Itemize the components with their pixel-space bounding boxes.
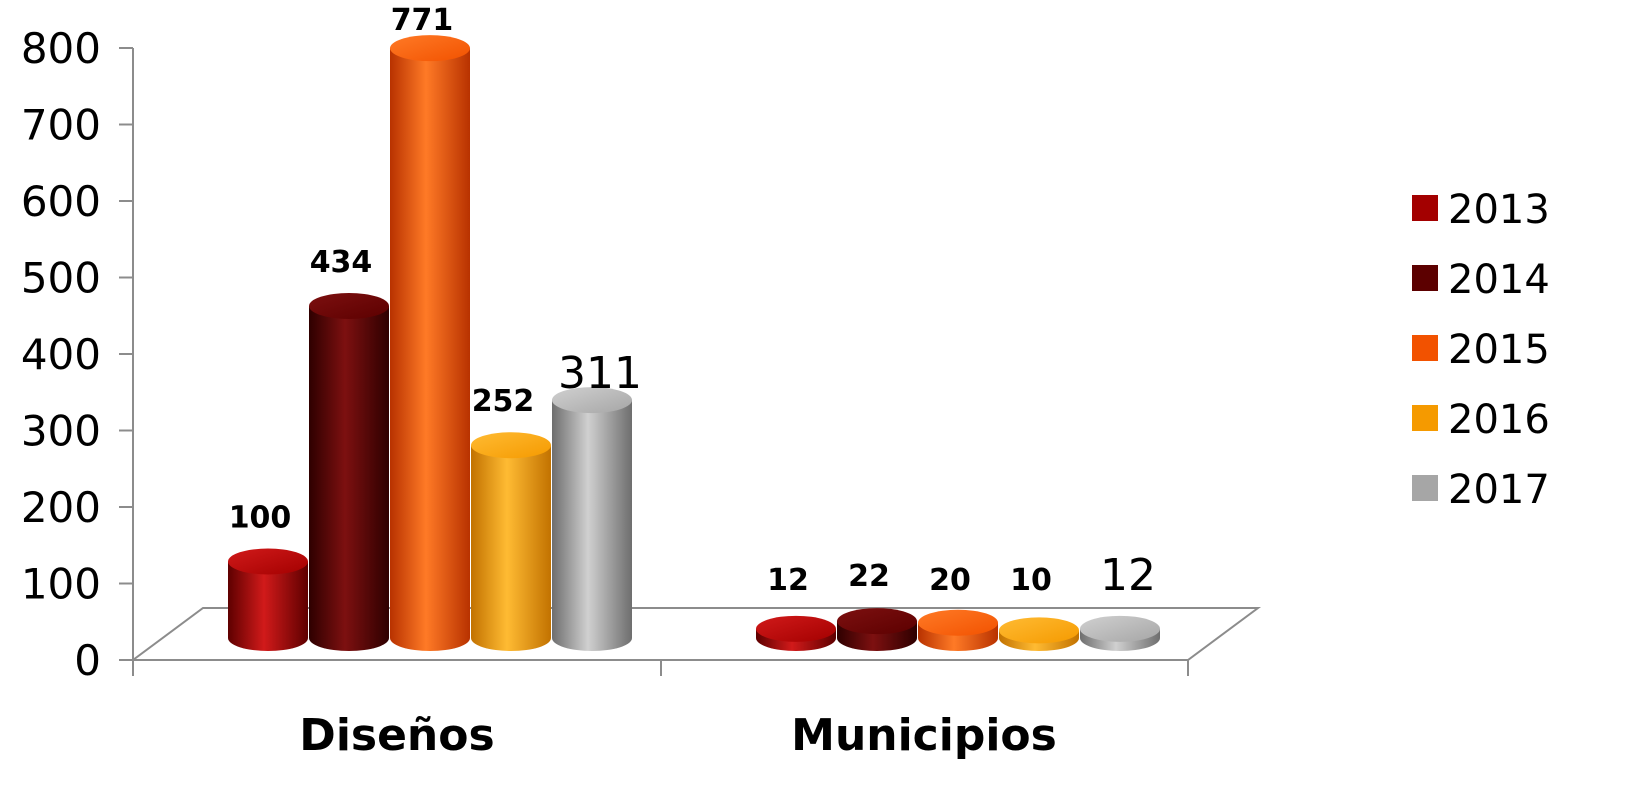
y-tick-label: 500 <box>21 254 101 303</box>
data-label: 20 <box>929 563 971 598</box>
bar-2017-disenos <box>552 387 632 651</box>
legend-label: 2013 <box>1448 187 1550 233</box>
bar-top <box>552 387 632 414</box>
x-axis: Diseños Municipios <box>132 659 1189 761</box>
bar-body <box>552 400 632 651</box>
x-category-label: Municipios <box>791 710 1057 761</box>
legend-swatch <box>1412 335 1438 361</box>
legend: 2013 2014 2015 2016 2017 <box>1412 187 1550 513</box>
bar-top <box>999 617 1079 644</box>
data-label: 10 <box>1010 563 1052 598</box>
bar-2013-disenos <box>228 548 308 651</box>
y-tick-label: 0 <box>74 636 101 685</box>
y-tick-label: 700 <box>21 101 101 150</box>
bar-2015-disenos <box>390 35 470 652</box>
y-tick-label: 800 <box>21 24 101 73</box>
bar-2013-municipios <box>756 615 836 651</box>
y-tick-label: 400 <box>21 330 101 379</box>
bar-body <box>471 445 551 651</box>
bar-top <box>228 548 308 575</box>
bars <box>228 35 1160 652</box>
bar-2017-municipios <box>1080 615 1160 651</box>
bar-2016-disenos <box>471 432 551 651</box>
legend-label: 2016 <box>1448 397 1550 443</box>
y-tick-label: 300 <box>21 407 101 456</box>
bar-top <box>756 615 836 642</box>
bar-top <box>390 35 470 62</box>
data-label: 252 <box>472 384 535 419</box>
data-label: 22 <box>848 559 890 594</box>
bar-top <box>837 608 917 635</box>
bar-top <box>309 292 389 319</box>
y-tick-label: 600 <box>21 177 101 226</box>
bar-top <box>1080 615 1160 642</box>
data-label: 100 <box>229 501 292 536</box>
data-labels: 100 434 771 252 311 12 22 20 10 12 <box>229 3 1156 601</box>
legend-label: 2017 <box>1448 467 1550 513</box>
x-category-label: Diseños <box>299 710 494 761</box>
y-axis: 0 100 200 300 400 500 600 700 800 <box>21 24 134 685</box>
bar-top <box>471 432 551 459</box>
legend-swatch <box>1412 265 1438 291</box>
bar-2015-municipios <box>918 609 998 651</box>
legend-swatch <box>1412 475 1438 501</box>
data-label: 771 <box>391 3 454 38</box>
bar-body <box>228 561 308 651</box>
data-label: 311 <box>558 348 642 399</box>
data-label: 12 <box>1100 550 1156 601</box>
y-tick-label: 100 <box>21 560 101 609</box>
bar-top <box>918 609 998 636</box>
y-tick-label: 200 <box>21 483 101 532</box>
data-label: 434 <box>310 245 373 280</box>
legend-label: 2015 <box>1448 327 1550 373</box>
data-label: 12 <box>767 563 809 598</box>
bar-2014-municipios <box>837 608 917 651</box>
legend-swatch <box>1412 195 1438 221</box>
legend-swatch <box>1412 405 1438 431</box>
legend-label: 2014 <box>1448 257 1550 303</box>
bar-2014-disenos <box>309 292 389 651</box>
bar-2016-municipios <box>999 617 1079 651</box>
bar-body <box>390 48 470 652</box>
bar-body <box>309 305 389 651</box>
